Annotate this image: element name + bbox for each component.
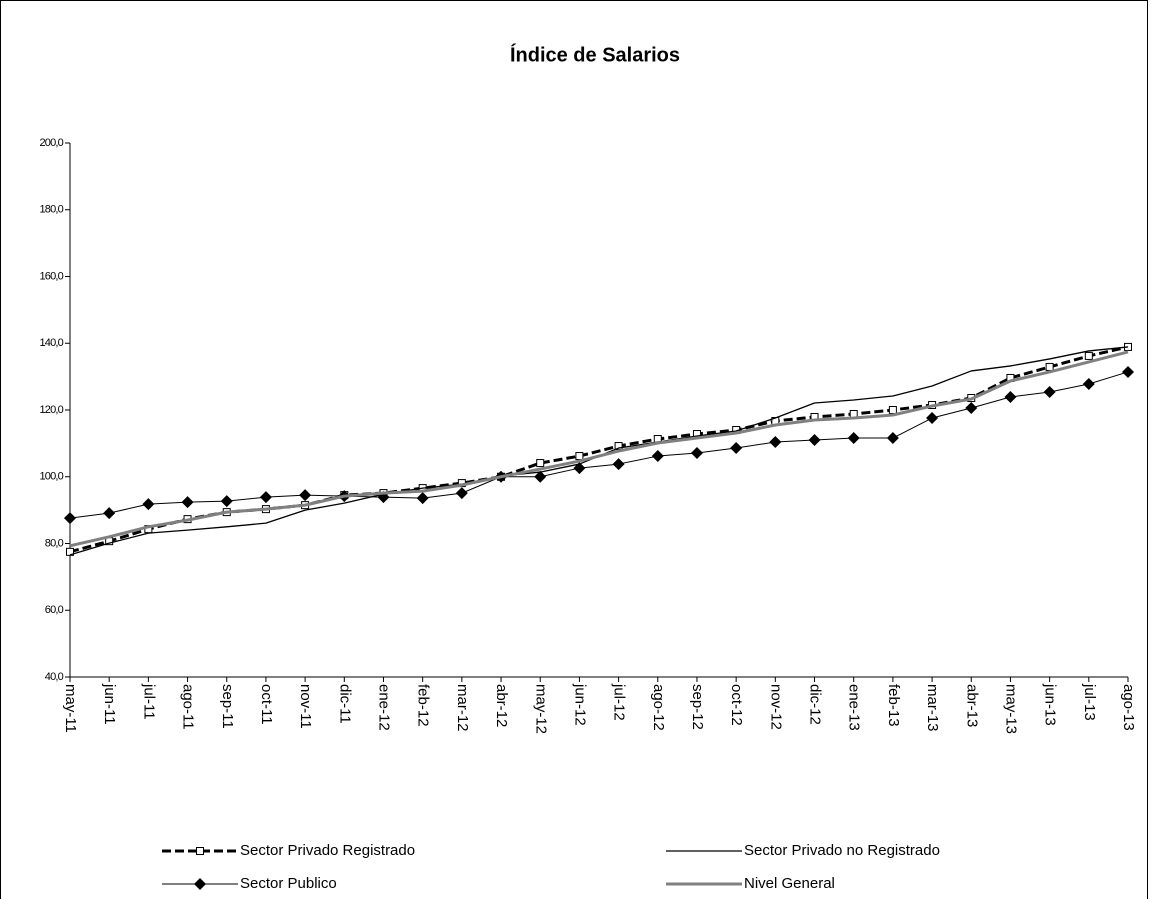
marker [690, 447, 703, 460]
marker [886, 432, 899, 445]
marker [181, 496, 194, 509]
marker [416, 492, 429, 505]
x-tick-label: ago-12 [650, 684, 667, 731]
marker [573, 462, 586, 475]
x-tick-label: may-11 [62, 684, 79, 733]
x-tick-label: abr-12 [493, 684, 510, 727]
x-tick-label: ago-13 [1120, 684, 1137, 731]
legend-label: Nivel General [744, 875, 835, 892]
x-tick-label: abr-13 [963, 684, 980, 727]
x-tick-label: oct-12 [728, 684, 745, 726]
y-tick-label: 100,0 [39, 471, 63, 483]
marker [196, 847, 204, 855]
x-tick-label: ago-11 [180, 684, 197, 730]
legend-label: Sector Privado no Registrado [744, 842, 940, 859]
series [64, 365, 1134, 525]
series [69, 350, 1129, 548]
marker [534, 470, 547, 483]
x-tick-label: may-13 [1002, 684, 1019, 734]
marker [1084, 351, 1093, 360]
x-tick-label: jul-13 [1081, 683, 1098, 721]
y-tick-label: 200,0 [39, 137, 63, 149]
marker [1045, 362, 1054, 371]
series-line [69, 350, 1129, 548]
x-tick-label: sep-12 [689, 684, 706, 730]
x-tick-label: dic-11 [336, 684, 353, 724]
marker [926, 412, 939, 425]
marker [847, 432, 860, 445]
marker [455, 487, 468, 500]
legend-item: Sector Privado no Registrado [666, 842, 940, 859]
marker [194, 878, 206, 890]
marker [1004, 390, 1017, 403]
marker [575, 452, 584, 461]
x-tick-label: jun-11 [101, 683, 118, 725]
marker [299, 489, 312, 502]
y-tick-label: 60,0 [45, 604, 64, 616]
x-tick-label: may-12 [532, 684, 549, 734]
series-line [69, 371, 1129, 519]
x-tick-label: jul-11 [140, 683, 157, 720]
y-tick-label: 140,0 [39, 337, 63, 349]
marker [808, 434, 821, 447]
x-tick-label: feb-12 [415, 684, 432, 727]
y-tick-label: 120,0 [39, 404, 63, 416]
marker [142, 498, 155, 511]
marker [888, 406, 897, 414]
marker [64, 512, 76, 525]
marker [220, 495, 233, 508]
marker [1043, 385, 1056, 398]
x-tick-label: jun-13 [1042, 683, 1059, 726]
x-tick-label: feb-13 [885, 684, 902, 727]
y-tick-label: 180,0 [39, 204, 63, 216]
x-tick-label: nov-11 [297, 684, 314, 729]
x-tick-label: ene-12 [376, 684, 393, 731]
x-tick-label: sep-11 [219, 684, 236, 729]
y-tick-label: 80,0 [45, 537, 64, 549]
marker [965, 401, 978, 414]
legend-label: Sector Publico [240, 875, 337, 892]
x-tick-label: oct-11 [258, 684, 275, 725]
marker [612, 458, 625, 471]
x-tick-label: jun-12 [571, 683, 588, 726]
x-tick-label: dic-12 [807, 684, 824, 725]
marker [536, 459, 545, 468]
x-tick-label: mar-12 [454, 684, 471, 732]
x-tick-label: ene-13 [846, 684, 863, 731]
x-tick-label: mar-13 [924, 684, 941, 732]
legend-label: Sector Privado Registrado [240, 842, 415, 859]
x-tick-label: jul-12 [611, 683, 628, 721]
marker [651, 450, 664, 463]
marker [1082, 377, 1095, 390]
y-tick-label: 160,0 [39, 270, 63, 282]
marker [769, 436, 782, 449]
marker [66, 547, 74, 556]
legend-item: Sector Privado Registrado [162, 842, 415, 859]
marker [1122, 365, 1134, 378]
marker [103, 507, 116, 520]
chart-title: Índice de Salarios [510, 43, 680, 66]
y-tick-label: 40,0 [45, 671, 64, 683]
legend-item: Sector Publico [162, 875, 337, 892]
legend-item: Nivel General [666, 875, 835, 892]
marker [730, 442, 743, 455]
marker [259, 491, 272, 504]
x-tick-label: nov-12 [767, 684, 784, 730]
